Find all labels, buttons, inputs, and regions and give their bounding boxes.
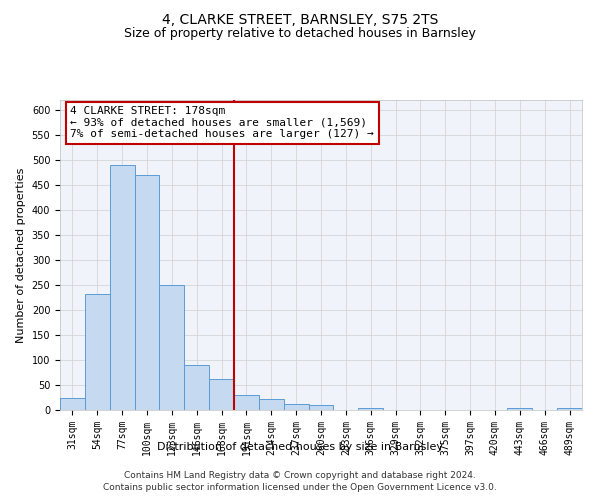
Bar: [110, 165, 134, 410]
Bar: [234, 395, 259, 410]
Bar: [60, 398, 85, 410]
Bar: [508, 408, 532, 410]
Bar: [209, 379, 234, 410]
Text: Size of property relative to detached houses in Barnsley: Size of property relative to detached ho…: [124, 28, 476, 40]
Bar: [259, 399, 284, 410]
Text: Contains HM Land Registry data © Crown copyright and database right 2024.: Contains HM Land Registry data © Crown c…: [124, 471, 476, 480]
Bar: [160, 285, 184, 410]
Y-axis label: Number of detached properties: Number of detached properties: [16, 168, 26, 342]
Text: Distribution of detached houses by size in Barnsley: Distribution of detached houses by size …: [157, 442, 443, 452]
Bar: [85, 294, 110, 410]
Bar: [308, 405, 334, 410]
Bar: [134, 175, 160, 410]
Bar: [184, 365, 209, 410]
Bar: [284, 404, 308, 410]
Bar: [557, 408, 582, 410]
Text: 4, CLARKE STREET, BARNSLEY, S75 2TS: 4, CLARKE STREET, BARNSLEY, S75 2TS: [162, 12, 438, 26]
Bar: [358, 408, 383, 410]
Text: 4 CLARKE STREET: 178sqm
← 93% of detached houses are smaller (1,569)
7% of semi-: 4 CLARKE STREET: 178sqm ← 93% of detache…: [70, 106, 374, 140]
Text: Contains public sector information licensed under the Open Government Licence v3: Contains public sector information licen…: [103, 484, 497, 492]
